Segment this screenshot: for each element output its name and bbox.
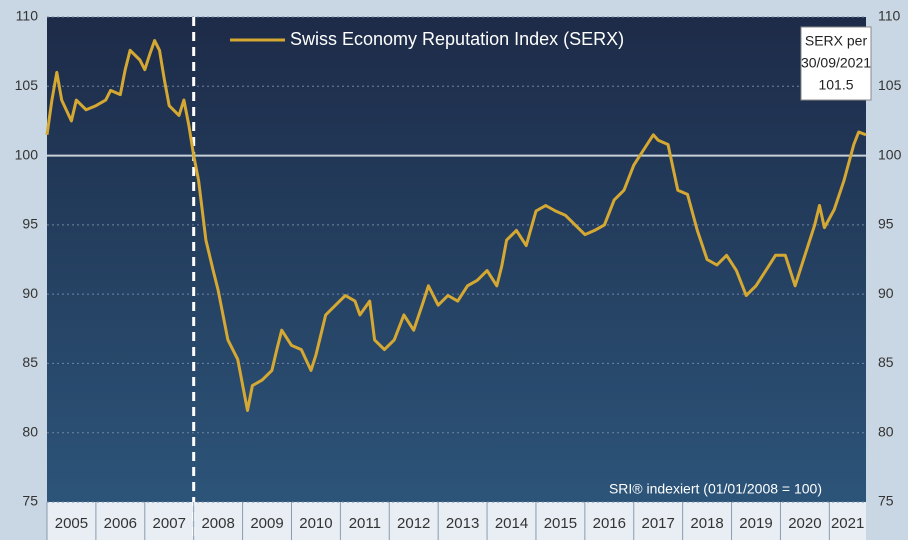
y-tick-label: 105 xyxy=(15,77,39,93)
y-tick-label: 100 xyxy=(15,146,39,162)
series-line xyxy=(45,39,867,412)
x-tick-label: 2019 xyxy=(739,515,772,532)
x-tick-label: 2009 xyxy=(250,515,283,532)
x-tick-label: 2005 xyxy=(55,515,88,532)
y2-tick-label: 105 xyxy=(878,77,902,93)
y-tick-label: 95 xyxy=(22,216,38,232)
x-tick-label: 2007 xyxy=(153,515,186,532)
legend-label: Swiss Economy Reputation Index (SERX) xyxy=(290,29,624,49)
x-tick-label: 2016 xyxy=(593,515,626,532)
x-tick-label: 2021 xyxy=(831,515,864,532)
x-tick-label: 2018 xyxy=(690,515,723,532)
plot-area xyxy=(47,17,866,502)
annotation-line: SERX per xyxy=(805,33,868,49)
x-tick-label: 2020 xyxy=(788,515,821,532)
x-tick-label: 2006 xyxy=(104,515,137,532)
x-tick-label: 2017 xyxy=(642,515,675,532)
y2-tick-label: 95 xyxy=(878,216,894,232)
y-tick-label: 110 xyxy=(16,8,39,24)
y2-tick-label: 80 xyxy=(878,423,894,439)
y-tick-label: 85 xyxy=(22,354,38,370)
x-tick-label: 2013 xyxy=(446,515,479,532)
x-tick-label: 2010 xyxy=(299,515,332,532)
y2-tick-label: 75 xyxy=(878,493,894,509)
annotation-box xyxy=(800,26,872,101)
y-tick-label: 90 xyxy=(22,285,38,301)
y-tick-label: 80 xyxy=(22,423,38,439)
y2-tick-label: 110 xyxy=(878,8,901,24)
x-tick-label: 2012 xyxy=(397,515,430,532)
y-tick-label: 75 xyxy=(22,493,38,509)
y2-tick-label: 90 xyxy=(878,285,894,301)
y2-tick-label: 100 xyxy=(878,146,902,162)
annotation-line: 30/09/2021 xyxy=(801,55,871,71)
x-tick-label: 2011 xyxy=(349,515,381,532)
y2-tick-label: 85 xyxy=(878,354,894,370)
x-tick-label: 2014 xyxy=(495,515,528,532)
note: SRI® indexiert (01/01/2008 = 100) xyxy=(609,481,822,497)
x-tick-label: 2008 xyxy=(201,515,234,532)
annotation-value: 101.5 xyxy=(818,77,853,93)
year-band xyxy=(47,502,866,540)
x-tick-label: 2015 xyxy=(544,515,577,532)
